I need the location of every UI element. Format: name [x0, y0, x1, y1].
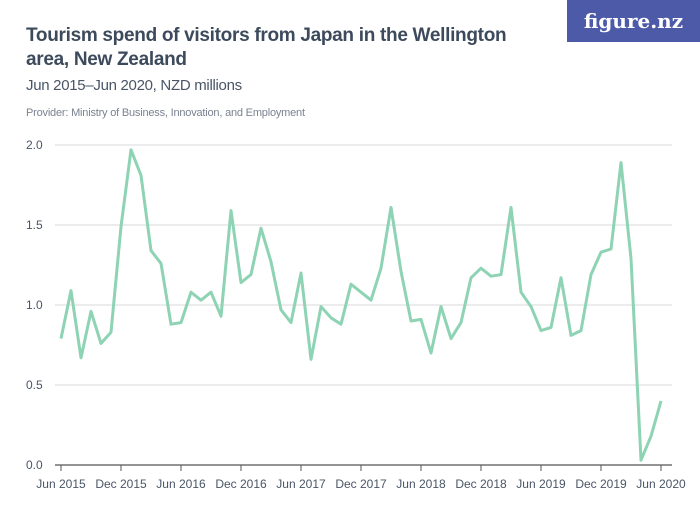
- x-tick-label: Jun 2018: [396, 477, 446, 491]
- x-tick-label: Jun 2019: [516, 477, 566, 491]
- x-tick-label: Dec 2017: [335, 477, 387, 491]
- x-tick-label: Jun 2020: [636, 477, 686, 491]
- figure-nz-logo[interactable]: figure.nz: [567, 0, 700, 42]
- y-tick-label: 2.0: [26, 138, 43, 152]
- x-tick-label: Dec 2018: [455, 477, 507, 491]
- chart-title: Tourism spend of visitors from Japan in …: [26, 25, 507, 70]
- x-tick-label: Jun 2015: [36, 477, 86, 491]
- y-tick-label: 0.5: [26, 378, 43, 392]
- x-tick-label: Dec 2016: [215, 477, 267, 491]
- y-tick-label: 1.0: [26, 298, 43, 312]
- chart-subtitle: Jun 2015–Jun 2020, NZD millions: [26, 77, 242, 94]
- x-tick-label: Jun 2017: [276, 477, 326, 491]
- y-tick-label: 1.5: [26, 218, 43, 232]
- x-tick-label: Dec 2015: [95, 477, 147, 491]
- x-tick-label: Dec 2019: [575, 477, 627, 491]
- series-line: [59, 148, 663, 462]
- x-tick-label: Jun 2016: [156, 477, 206, 491]
- provider-note: Provider: Ministry of Business, Innovati…: [26, 107, 305, 119]
- y-tick-label: 0.0: [26, 458, 43, 472]
